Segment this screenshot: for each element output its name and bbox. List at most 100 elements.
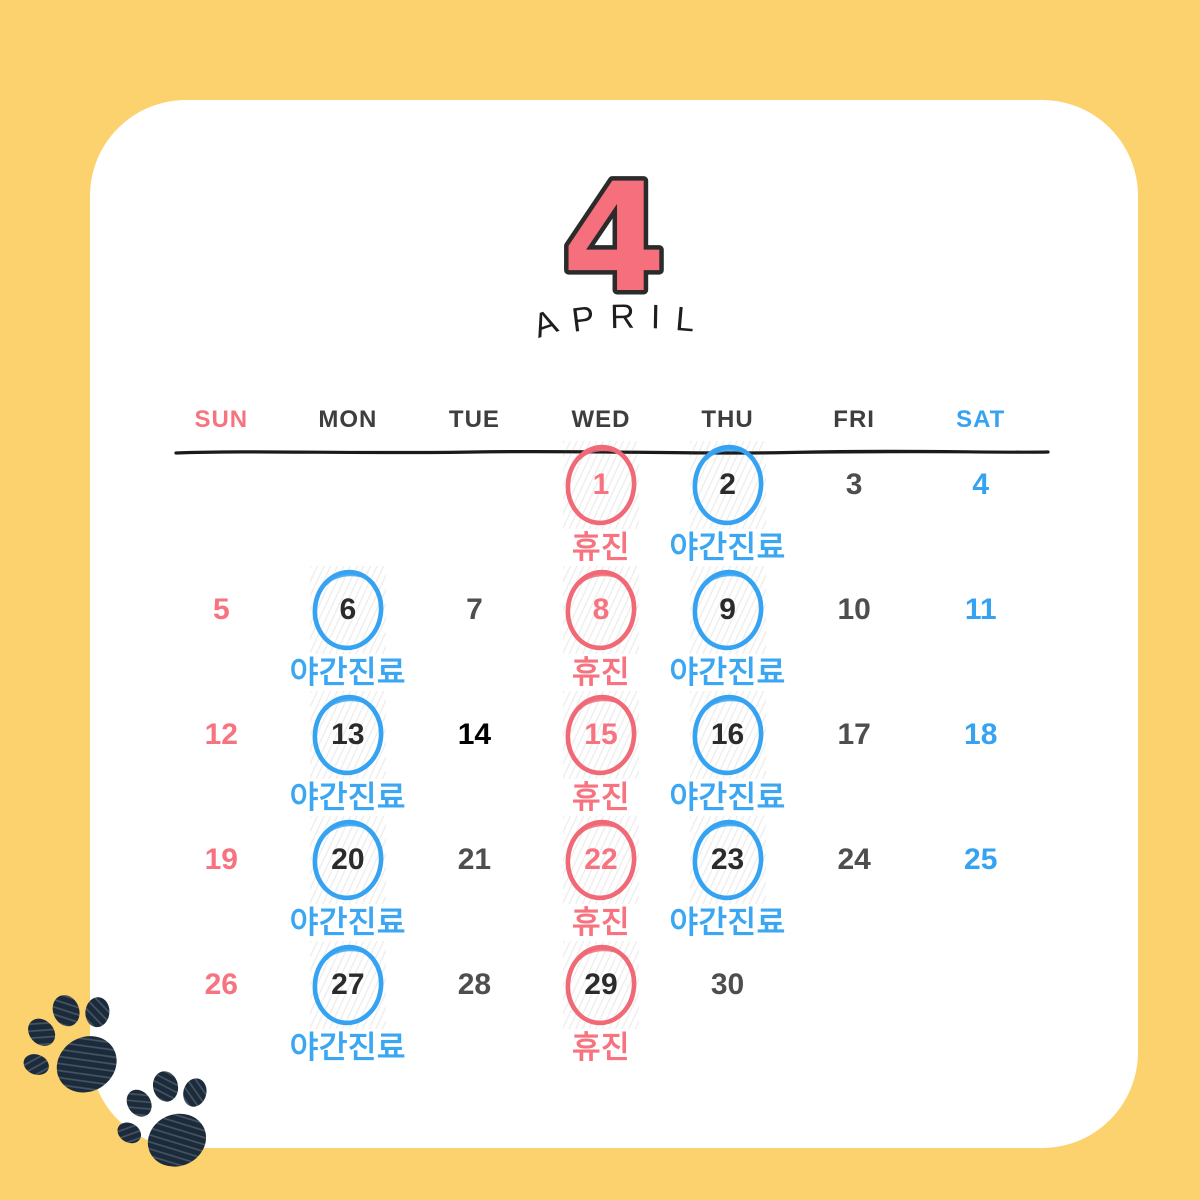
day-number: 19 [204,843,238,876]
day-cell-2: 2 야간진료 [664,440,791,570]
day-status-label [158,903,285,945]
day-status-label: 휴진 [571,905,631,940]
day-number: 7 [466,593,483,626]
day-number: 4 [972,468,990,501]
day-status-label: 야간진료 [669,905,786,940]
day-number: 20 [331,843,365,876]
day-status-label: 야간진료 [289,905,406,940]
day-number-box: 10 [791,567,918,653]
day-number-box: 14 [411,692,538,778]
closed-day-circle-icon [561,690,641,780]
day-status-label: 야간진료 [289,1030,406,1065]
day-number-box: 6 [285,566,412,654]
week-row: 26 27 야간진료 28 29 휴진 30 [158,940,1044,1070]
day-number: 27 [331,968,365,1001]
day-cell-14: 14 [411,692,538,820]
day-number: 13 [331,718,365,751]
day-cell-9: 9 야간진료 [664,566,791,695]
weekday-sun: SUN [194,406,249,433]
day-cell-empty [791,942,918,1070]
day-number-box: 19 [158,817,285,903]
day-status-label [791,778,918,820]
night-care-circle-icon [688,815,768,905]
day-number-box: 15 [538,690,665,780]
weekday-mon: MON [318,406,378,433]
night-care-circle-icon [308,940,388,1030]
day-cell-17: 17 [791,692,918,820]
weekday-fri: FRI [833,406,875,433]
day-number: 2 [719,468,736,501]
day-number-box: 29 [538,941,665,1029]
day-status-label [158,528,285,570]
day-number-box: 20 [285,816,412,904]
day-status-label [158,653,285,695]
day-cell-22: 22 휴진 [538,815,665,945]
day-cell-empty [158,442,285,570]
day-status-label: 야간진료 [669,655,786,690]
day-number-box: 8 [538,566,665,654]
day-status-label [664,1028,791,1070]
day-cell-19: 19 [158,817,285,945]
day-status-label: 휴진 [571,1030,631,1065]
hand-drawn-divider [174,449,1050,455]
weekday-sat: SAT [956,406,1006,433]
day-status-label: 휴진 [571,780,631,815]
day-number: 30 [710,968,745,1001]
paw-print-icon [111,1059,231,1183]
day-number: 9 [719,593,736,626]
day-number-box: 7 [411,567,538,653]
month-name-letter: L [674,299,697,340]
day-cell-29: 29 휴진 [538,941,665,1070]
day-cell-4: 4 [917,442,1044,570]
day-status-label [791,1028,918,1070]
month-number: 4 [562,158,666,318]
night-care-circle-icon [688,440,768,530]
day-number-box: 4 [917,442,1044,528]
day-number-box: 3 [791,442,918,528]
day-cell-16: 16 야간진료 [664,690,791,820]
day-cell-18: 18 [917,692,1044,820]
day-status-label [791,528,918,570]
day-status-label [285,528,412,570]
day-status-label [791,903,918,945]
day-cell-empty [285,442,412,570]
day-cell-5: 5 [158,567,285,695]
day-cell-25: 25 [917,817,1044,945]
day-cell-26: 26 [158,942,285,1070]
day-number-box: 25 [917,817,1044,903]
day-number-box [158,442,285,528]
week-row: 5 6 야간진료 7 8 휴진 9 야간진료 10 11 [158,566,1044,695]
month-name-letter: R [609,297,636,337]
day-status-label [917,1028,1044,1070]
day-status-label: 야간진료 [669,780,786,815]
day-number-box: 2 [664,440,791,530]
day-cell-21: 21 [411,817,538,945]
night-care-circle-icon [688,690,768,780]
day-number: 29 [584,968,618,1001]
day-status-label [411,528,538,570]
day-number: 3 [845,468,863,501]
day-cell-12: 12 [158,692,285,820]
week-row: 1 휴진 2 야간진료 3 4 [158,440,1044,570]
closed-day-circle-icon [561,815,641,905]
weekday-row: SUN MON TUE WED THU FRI SAT [158,406,1044,434]
day-number-box: 23 [664,815,791,905]
day-number: 18 [964,718,998,751]
day-number: 11 [964,593,997,626]
week-row: 12 13 야간진료 14 15 휴진 16 야간진료 17 18 [158,690,1044,820]
day-number-box: 5 [158,567,285,653]
day-status-label [791,653,918,695]
day-number-box: 21 [411,817,538,903]
day-cell-15: 15 휴진 [538,690,665,820]
day-cell-28: 28 [411,942,538,1070]
day-number-box: 13 [285,691,412,779]
day-cell-13: 13 야간진료 [285,691,412,820]
day-status-label: 야간진료 [289,780,406,815]
day-number-box: 17 [791,692,918,778]
day-number: 15 [584,718,618,751]
day-number: 17 [837,718,871,751]
day-status-label [917,903,1044,945]
day-cell-10: 10 [791,567,918,695]
